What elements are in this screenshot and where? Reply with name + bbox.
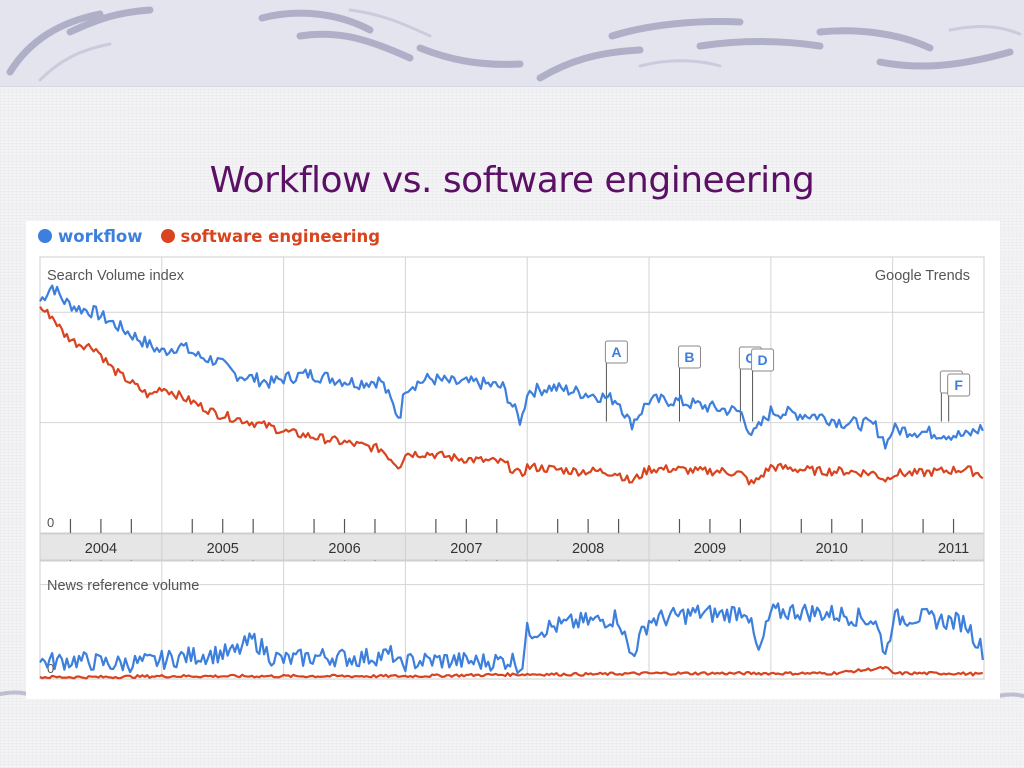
search-panel-grid [40, 257, 984, 533]
news-line-software-engineering [39, 665, 984, 680]
annotation-letter-a: A [611, 344, 621, 360]
year-label-2009: 2009 [694, 541, 726, 557]
annotation-box-b[interactable] [677, 345, 701, 369]
legend-item-software-engineering[interactable]: software engineering [160, 226, 381, 246]
year-label-2006: 2006 [328, 541, 360, 557]
legend-dot-workflow [38, 229, 52, 243]
year-band [39, 533, 985, 561]
chart-card: workflow software engineering Search Vol… [26, 221, 1000, 699]
annotation-box-f[interactable] [947, 373, 971, 397]
legend-item-workflow[interactable]: workflow [38, 227, 143, 246]
search-panel-brand: Google Trends [875, 268, 970, 284]
year-label-2008: 2008 [572, 541, 604, 557]
search-line-software-engineering [39, 306, 984, 486]
legend-label-workflow: workflow [58, 226, 143, 246]
year-label-2007: 2007 [450, 541, 482, 557]
news-zero-label: 0 [47, 661, 54, 676]
search-panel-ticks [69, 519, 955, 533]
legend-dot-software-engineering [160, 229, 175, 243]
search-panel-label: Search Volume index [47, 268, 185, 284]
annotation-letter-f: F [954, 377, 963, 393]
legend-label-software-engineering: software engineering [180, 226, 381, 246]
year-label-2011: 2011 [938, 541, 969, 557]
year-axis-labels: 2004 2005 2006 2007 2008 2009 2010 2011 [85, 534, 969, 560]
annotation-box-d[interactable] [751, 348, 775, 372]
news-line-workflow [39, 602, 984, 675]
annotation-box-a[interactable] [604, 340, 628, 364]
top-decor-band [0, 0, 1024, 87]
year-label-2005: 2005 [207, 541, 239, 557]
bottom-swirl-decoration [0, 690, 1024, 698]
annotation-letter-d: D [758, 352, 768, 368]
slide-title: Workflow vs. software engineering [209, 160, 815, 201]
top-swirl-decoration [6, 6, 1022, 82]
year-label-2010: 2010 [816, 541, 848, 557]
news-series-lines [39, 602, 984, 680]
news-panel-label: News reference volume [47, 578, 199, 594]
annotation-letter-b: B [684, 349, 694, 365]
search-series-lines [39, 284, 984, 486]
search-zero-label: 0 [47, 515, 54, 530]
chart-legend: workflow software engineering [38, 225, 398, 247]
event-annotations: ABCDEF [604, 340, 971, 422]
search-line-workflow [39, 284, 984, 450]
annotation-letter-c: C [745, 350, 755, 366]
search-panel-frame [39, 256, 985, 534]
year-label-2004: 2004 [85, 541, 117, 557]
